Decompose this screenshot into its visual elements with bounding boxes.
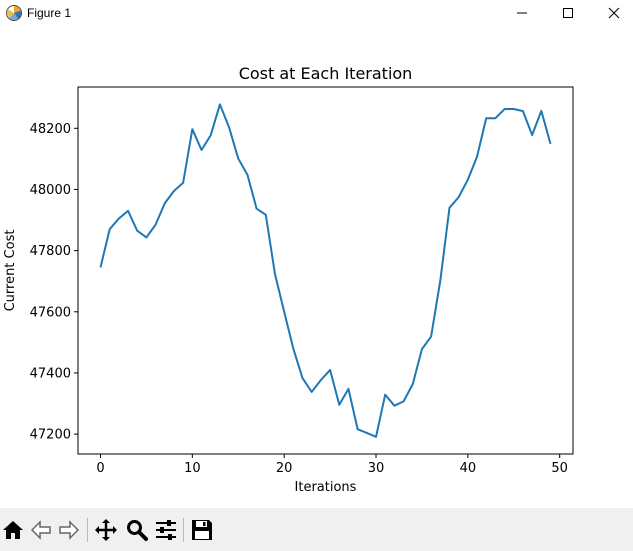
- back-icon: [30, 520, 51, 540]
- window-title: Figure 1: [27, 6, 72, 20]
- x-tick-label: 50: [551, 461, 568, 476]
- close-icon: [608, 7, 620, 19]
- series-line: [99, 103, 552, 438]
- axes-frame: [77, 86, 574, 455]
- line-chart: 0 10 20 30 40 50 47200 47400 47600 47800 48000 4820…: [3, 64, 574, 495]
- figure-canvas: 0 10 20 30 40 50 47200 47400 47600 47800 48000 4820…: [0, 26, 633, 508]
- toolbar-separator: [87, 518, 88, 542]
- save-button[interactable]: [189, 517, 215, 543]
- chart-title: Cost at Each Iteration: [239, 64, 413, 83]
- maximize-icon: [563, 8, 573, 18]
- save-icon: [192, 520, 212, 540]
- x-tick-label: 20: [276, 461, 293, 476]
- minimize-button[interactable]: [499, 0, 545, 26]
- pan-icon: [95, 519, 117, 541]
- home-icon: [3, 521, 23, 539]
- y-tick-label: 47600: [30, 305, 71, 320]
- maximize-button[interactable]: [545, 0, 591, 26]
- y-tick-label: 47800: [30, 244, 71, 259]
- y-tick-label: 48200: [30, 122, 71, 137]
- close-button[interactable]: [591, 0, 633, 26]
- configure-subplots-icon: [156, 520, 176, 540]
- back-button[interactable]: [28, 517, 54, 543]
- zoom-icon: [127, 520, 148, 541]
- window-titlebar: Figure 1: [0, 0, 633, 26]
- y-tick-label: 48000: [30, 183, 71, 198]
- configure-subplots-button[interactable]: [153, 517, 179, 543]
- matplotlib-icon: [6, 5, 22, 21]
- y-tick-label: 47200: [30, 428, 71, 443]
- y-axis-label: Current Cost: [3, 230, 18, 312]
- home-button[interactable]: [0, 517, 26, 543]
- x-axis-label: Iterations: [295, 480, 357, 495]
- forward-button[interactable]: [56, 517, 82, 543]
- pan-button[interactable]: [93, 517, 119, 543]
- forward-icon: [59, 520, 80, 540]
- toolbar-separator: [183, 518, 184, 542]
- x-tick-label: 40: [460, 461, 477, 476]
- navigation-toolbar: [0, 508, 633, 551]
- zoom-button[interactable]: [124, 517, 150, 543]
- minimize-icon: [517, 12, 527, 14]
- x-tick-label: 10: [184, 461, 201, 476]
- plot-area: [78, 87, 573, 454]
- x-tick-label: 30: [368, 461, 385, 476]
- x-tick-label: 0: [96, 461, 104, 476]
- y-tick-label: 47400: [30, 366, 71, 381]
